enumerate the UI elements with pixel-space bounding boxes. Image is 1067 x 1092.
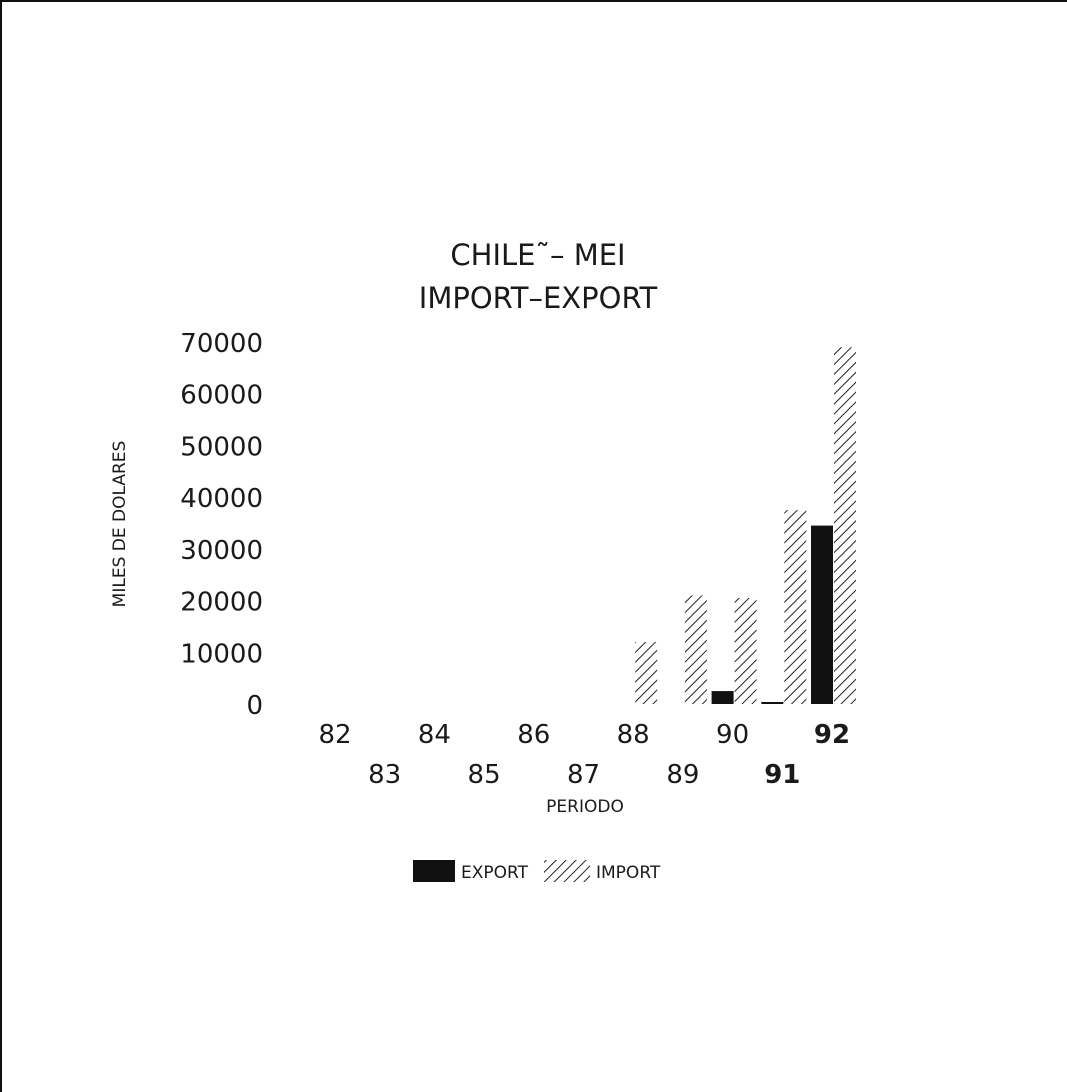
chart-title-line-2: IMPORT–EXPORT (419, 281, 658, 315)
bar-import (635, 641, 658, 704)
x-tick-label: 90 (716, 720, 749, 750)
bar-import (684, 595, 707, 704)
y-tick-label: 70000 (180, 329, 263, 359)
x-tick-label: 83 (368, 760, 401, 790)
y-axis-label: MILES DE DOLARES (110, 441, 130, 608)
bar-export (761, 702, 784, 704)
bar-export (811, 525, 833, 704)
bar-export (711, 691, 734, 704)
bars (635, 347, 856, 704)
legend: EXPORT IMPORT (413, 860, 661, 883)
y-tick-label: 0 (246, 691, 263, 721)
legend-label-import: IMPORT (596, 863, 661, 883)
legend-swatch-import (544, 860, 590, 882)
x-tick-label: 82 (318, 720, 351, 750)
y-axis-ticks: 0 10000 20000 30000 40000 50000 60000 70000 (180, 329, 263, 721)
chart-title-line-1: CHILE˜– MEI (450, 238, 625, 272)
bar-import (734, 597, 757, 704)
x-axis-label: PERIODO (546, 797, 624, 817)
bar-import (834, 347, 856, 704)
x-tick-label: 88 (617, 720, 650, 750)
bar-import (784, 510, 807, 704)
y-tick-label: 10000 (180, 639, 263, 669)
x-tick-label: 89 (666, 760, 699, 790)
x-tick-label: 91 (764, 760, 800, 790)
y-tick-label: 20000 (180, 588, 263, 618)
y-tick-label: 60000 (180, 381, 263, 411)
x-tick-label: 84 (418, 720, 451, 750)
y-tick-label: 40000 (180, 484, 263, 514)
legend-swatch-export (413, 860, 455, 882)
y-tick-label: 30000 (180, 536, 263, 566)
x-tick-label: 86 (517, 720, 550, 750)
x-tick-label: 92 (814, 720, 850, 750)
x-tick-label: 85 (468, 760, 501, 790)
x-axis-ticks: 82 83 84 85 86 87 88 89 90 91 92 (318, 720, 850, 790)
legend-label-export: EXPORT (461, 863, 529, 883)
y-tick-label: 50000 (180, 432, 263, 462)
x-tick-label: 87 (567, 760, 600, 790)
